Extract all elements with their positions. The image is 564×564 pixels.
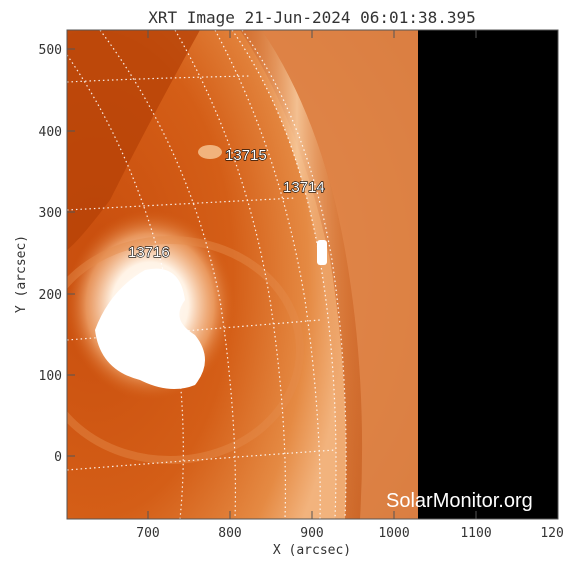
xrt-image: 13715 13714 13716 SolarMonitor.org [67, 30, 558, 519]
ar-label-13715: 13715 [225, 147, 267, 164]
x-tick-marks [147, 30, 477, 519]
x-axis-label: X (arcsec) [273, 543, 351, 558]
heliographic-grid [67, 30, 347, 519]
y-tick-label: 500 [39, 43, 62, 58]
ar-label-13716: 13716 [128, 244, 170, 261]
y-tick-label: 300 [39, 206, 62, 221]
y-tick-marks [67, 48, 75, 457]
x-tick-label: 1100 [460, 526, 491, 541]
y-tick-label: 400 [39, 125, 62, 140]
y-tick-label: 100 [39, 369, 62, 384]
ar-label-13714: 13714 [283, 179, 325, 196]
plot-title: XRT Image 21-Jun-2024 06:01:38.395 [148, 8, 476, 27]
x-tick-label: 800 [218, 526, 241, 541]
y-axis-label: Y (arcsec) [14, 235, 29, 313]
x-tick-label: 1000 [378, 526, 409, 541]
x-tick-label: 900 [300, 526, 323, 541]
x-tick-label: 700 [136, 526, 159, 541]
y-tick-label: 200 [39, 288, 62, 303]
y-tick-label: 0 [54, 450, 62, 465]
watermark-logo: SolarMonitor.org [386, 490, 533, 512]
x-tick-label: 1200 [540, 526, 564, 541]
